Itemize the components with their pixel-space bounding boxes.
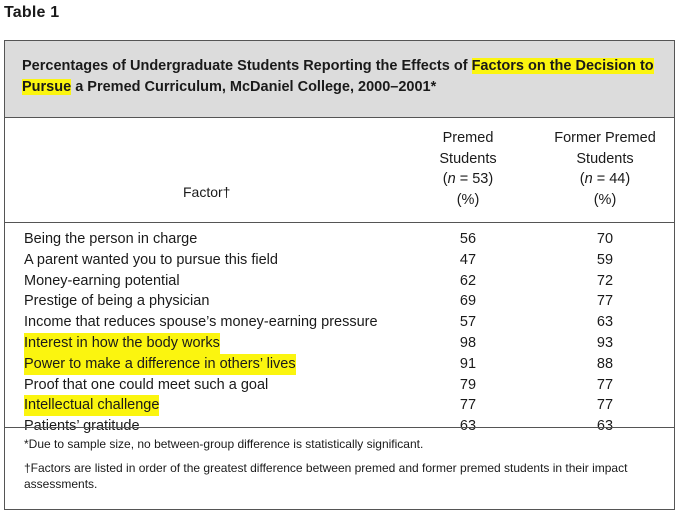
table-row: A parent wanted you to pursue this field… [5, 250, 674, 271]
table-box: Percentages of Undergraduate Students Re… [4, 40, 675, 510]
premed-header-n: (n = 53) [442, 171, 494, 187]
former-value-cell: 77 [596, 397, 614, 414]
table-row: Power to make a difference in others’ li… [5, 353, 674, 375]
table-row: Interest in how the body works 98 93 [5, 332, 674, 354]
factor-cell: Being the person in charge [24, 231, 198, 247]
former-value-cell: 77 [596, 293, 614, 310]
premed-header-unit: (%) [456, 191, 480, 208]
former-header-n: (n = 44) [579, 171, 631, 187]
former-value-cell: 72 [596, 272, 614, 289]
caption-text-2: a Premed Curriculum, McDaniel College, 2… [71, 79, 437, 95]
factor-cell: Prestige of being a physician [24, 293, 210, 310]
former-value-cell: 93 [596, 334, 614, 351]
former-header-line: Former Premed [554, 130, 656, 146]
caption-text-1: Percentages of Undergraduate Students Re… [22, 58, 472, 74]
former-value-cell: 59 [596, 251, 614, 268]
premed-header-line: Students [439, 150, 497, 167]
table-caption: Percentages of Undergraduate Students Re… [5, 41, 674, 117]
former-value-cell: 70 [596, 231, 614, 247]
premed-value-cell: 91 [459, 355, 477, 372]
footnotes: *Due to sample size, no between-group di… [5, 427, 674, 500]
footnote-dagger: †Factors are listed in order of the grea… [24, 461, 628, 491]
premed-value-cell: 69 [459, 293, 477, 310]
premed-value-cell: 79 [459, 376, 477, 393]
former-value-cell: 77 [596, 376, 614, 393]
premed-header-line: Premed [442, 130, 494, 146]
table-label: Table 1 [4, 4, 60, 21]
table-row: Intellectual challenge 77 77 [5, 395, 674, 417]
table-row: Proof that one could meet such a goal 79 7… [5, 375, 674, 396]
former-value-cell: 63 [596, 418, 614, 435]
former-value-cell: 88 [596, 355, 614, 372]
factor-cell: Patients’ gratitude [24, 418, 140, 435]
premed-value-cell: 47 [459, 251, 477, 268]
table-row: Money-earning potential 62 72 [5, 271, 674, 292]
table-row: Patients’ gratitude 63 63 [5, 416, 674, 437]
footnote-star: *Due to sample size, no between-group di… [24, 437, 424, 451]
table-body: Being the person in charge 56 70 A parent w… [5, 223, 674, 437]
factor-cell: Power to make a difference in others’ li… [24, 353, 296, 375]
caption-highlight-2: Pursue [22, 79, 72, 95]
factor-cell: A parent wanted you to pursue this field [24, 251, 278, 268]
factor-cell: Intellectual challenge [24, 395, 160, 417]
table-row: Prestige of being a physician 69 77 [5, 291, 674, 312]
premed-value-cell: 62 [459, 272, 477, 289]
former-column-header: Former Premed Students (n = 44) (%) [545, 128, 665, 210]
former-value-cell: 63 [596, 314, 614, 331]
factor-cell: Proof that one could meet such a goal [24, 376, 269, 393]
former-header-line: Students [576, 150, 634, 167]
factor-cell: Income that reduces spouse’s money-earni… [24, 314, 378, 331]
premed-value-cell: 77 [459, 397, 477, 414]
premed-value-cell: 56 [459, 231, 477, 247]
premed-value-cell: 98 [459, 334, 477, 351]
premed-value-cell: 57 [459, 314, 477, 331]
premed-column-header: Premed Students (n = 53) (%) [413, 128, 523, 210]
table-header: Factor† Premed Students (n = 53) (%) For… [5, 117, 674, 223]
factor-cell: Money-earning potential [24, 272, 180, 289]
table-row: Income that reduces spouse’s money-earni… [5, 312, 674, 333]
table-row: Being the person in charge 56 70 [5, 229, 674, 250]
caption-highlight-1: Factors on the Decision to [471, 58, 654, 74]
premed-value-cell: 63 [459, 418, 477, 435]
former-header-unit: (%) [593, 191, 617, 208]
factor-cell: Interest in how the body works [24, 332, 220, 354]
factor-column-header: Factor† [183, 184, 231, 200]
